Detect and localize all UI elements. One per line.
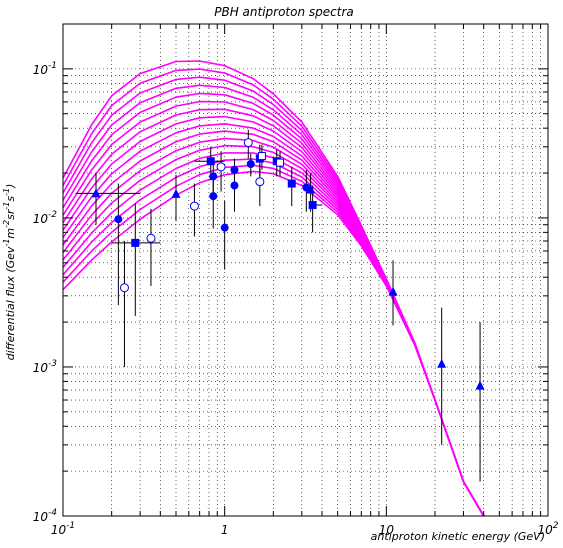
model-curve bbox=[62, 60, 485, 517]
data-point-filled-circle bbox=[230, 165, 239, 174]
data-point-filled-triangle bbox=[91, 188, 101, 198]
chart-title: PBH antiproton spectra bbox=[214, 5, 354, 19]
data-point-filled-triangle bbox=[306, 184, 316, 194]
data-point-filled-circle bbox=[230, 181, 239, 190]
data-point-open-circle bbox=[146, 233, 156, 243]
y-tick-label: 10-2 bbox=[33, 210, 58, 226]
data-point-filled-circle bbox=[220, 223, 229, 232]
data-point-open-circle bbox=[216, 162, 226, 172]
grid bbox=[63, 24, 548, 516]
data-point-filled-square bbox=[287, 179, 296, 188]
axis-ticks bbox=[63, 24, 548, 516]
y-tick-label: 10-1 bbox=[33, 61, 57, 77]
x-tick-label: 102 bbox=[537, 521, 558, 537]
data-point-open-square bbox=[257, 152, 266, 161]
data-point-open-square bbox=[276, 158, 285, 167]
model-curve bbox=[62, 152, 485, 517]
data-point-open-circle bbox=[119, 283, 129, 293]
y-tick-label: 10-4 bbox=[33, 508, 58, 524]
data-point-filled-triangle bbox=[475, 380, 485, 390]
x-axis-label: antiproton kinetic energy (GeV) bbox=[371, 530, 545, 543]
x-tick-labels: 10-1 1 10 102 bbox=[51, 521, 559, 537]
plot-frame bbox=[62, 23, 549, 517]
data-point-filled-triangle bbox=[171, 188, 181, 198]
data-point-filled-circle bbox=[114, 215, 123, 224]
data-point-filled-square bbox=[308, 201, 317, 210]
data-point-filled-circle bbox=[246, 159, 255, 168]
data-point-filled-circle bbox=[209, 172, 218, 181]
x-tick-label: 10 bbox=[379, 523, 395, 537]
y-axis-label: differential flux (Gev-1m-2sr-1s-1) bbox=[2, 184, 17, 361]
data-point-filled-triangle bbox=[388, 286, 398, 296]
x-tick-label: 1 bbox=[221, 523, 229, 537]
data-point-open-circle bbox=[189, 201, 199, 211]
data-point-filled-square bbox=[131, 238, 140, 247]
markers bbox=[91, 138, 485, 390]
data-point-filled-circle bbox=[209, 192, 218, 201]
curves bbox=[62, 60, 485, 517]
data-point-open-circle bbox=[243, 138, 253, 148]
data-point-filled-square bbox=[206, 157, 215, 166]
data-point-open-circle bbox=[255, 177, 265, 187]
model-curve bbox=[62, 137, 485, 517]
y-tick-labels: 10-4 10-3 10-2 10-1 bbox=[33, 61, 58, 524]
x-tick-label: 10-1 bbox=[51, 521, 75, 537]
y-tick-label: 10-3 bbox=[33, 359, 58, 375]
data-point-filled-triangle bbox=[437, 358, 447, 368]
